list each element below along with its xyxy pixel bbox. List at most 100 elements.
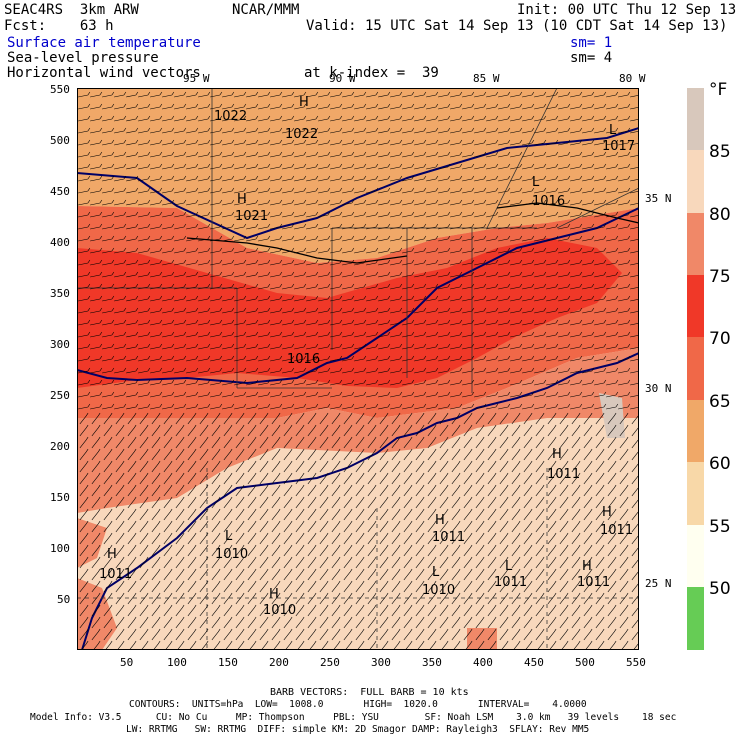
wind-barb xyxy=(354,223,367,230)
wind-barb xyxy=(618,367,631,374)
wind-barb xyxy=(259,412,269,425)
wind-barb xyxy=(91,556,101,569)
wind-barb xyxy=(330,211,343,218)
wind-barb xyxy=(354,115,367,122)
wind-barb xyxy=(378,175,391,182)
wind-barb xyxy=(571,616,581,629)
wind-barb xyxy=(198,367,211,374)
wind-barb xyxy=(318,91,331,98)
wind-barb xyxy=(558,331,571,338)
wind-barb xyxy=(198,271,211,278)
wind-barb xyxy=(462,295,475,302)
wind-barb xyxy=(487,544,497,557)
wind-barb xyxy=(259,472,269,485)
lat-label: 25 N xyxy=(645,577,672,590)
wind-barb xyxy=(559,628,569,641)
wind-barb xyxy=(523,436,533,449)
wind-barb xyxy=(402,235,415,242)
wind-barb xyxy=(234,367,247,374)
wind-barb xyxy=(258,199,271,206)
wind-barb xyxy=(486,151,499,158)
wind-barb xyxy=(331,604,341,617)
wind-barb xyxy=(630,382,639,386)
wind-barb xyxy=(318,115,331,122)
wind-barb xyxy=(354,175,367,182)
temp-band-south-patch xyxy=(467,628,497,650)
wind-barb xyxy=(438,163,451,170)
wind-barb xyxy=(138,319,151,326)
wind-barb xyxy=(318,139,331,146)
wind-barb xyxy=(246,127,259,134)
wind-barb xyxy=(523,412,533,425)
wind-barb xyxy=(571,580,581,593)
wind-barb xyxy=(90,403,103,410)
wind-barb xyxy=(126,91,139,98)
wind-barb xyxy=(127,532,137,545)
legend-label: 80 xyxy=(709,205,731,225)
wind-barb xyxy=(175,532,185,545)
wind-barb xyxy=(270,103,283,110)
wind-barb xyxy=(546,103,559,110)
wind-barb xyxy=(307,544,317,557)
wind-barb xyxy=(222,331,235,338)
wind-barb xyxy=(150,259,163,266)
wind-barb xyxy=(630,118,639,122)
wind-barb xyxy=(150,379,163,386)
wind-barb xyxy=(318,163,331,170)
wind-barb xyxy=(487,472,497,485)
wind-barb xyxy=(390,115,403,122)
wind-barb xyxy=(282,127,295,134)
wind-barbs xyxy=(78,91,639,650)
wind-barb xyxy=(366,151,379,158)
wind-barb xyxy=(522,319,535,326)
wind-barb xyxy=(186,175,199,182)
wind-barb xyxy=(366,163,379,170)
wind-barb xyxy=(438,355,451,362)
wind-barb xyxy=(522,127,535,134)
wind-barb xyxy=(79,424,89,437)
wind-barb xyxy=(630,346,639,350)
wind-barb xyxy=(414,247,427,254)
wind-barb xyxy=(427,496,437,509)
wind-barb xyxy=(306,391,319,398)
wind-barb xyxy=(102,271,115,278)
wind-barb xyxy=(415,508,425,521)
wind-barb xyxy=(319,616,329,629)
wind-barb xyxy=(127,460,137,473)
wind-barb xyxy=(163,580,173,593)
wind-barb xyxy=(606,199,619,206)
wind-barb xyxy=(343,568,353,581)
wind-barb xyxy=(534,151,547,158)
wind-barb xyxy=(475,472,485,485)
wind-barb xyxy=(343,472,353,485)
pressure-center-kind: H xyxy=(269,587,279,602)
wind-barb xyxy=(318,103,331,110)
wind-barb xyxy=(295,472,305,485)
wind-barb xyxy=(486,175,499,182)
wind-barb xyxy=(354,199,367,206)
wind-barb xyxy=(487,616,497,629)
wind-barb xyxy=(403,496,413,509)
wind-barb xyxy=(319,604,329,617)
wind-barb xyxy=(403,556,413,569)
wind-barb xyxy=(246,319,259,326)
wind-barb xyxy=(546,187,559,194)
wind-barb xyxy=(559,460,569,473)
wind-barb xyxy=(235,520,245,533)
wind-barb xyxy=(187,412,197,425)
wind-barb xyxy=(354,331,367,338)
wind-barb xyxy=(331,484,341,497)
wind-barb xyxy=(331,508,341,521)
wind-barb xyxy=(211,592,221,605)
wind-barb xyxy=(378,259,391,266)
wind-barb xyxy=(607,616,617,629)
wind-barb xyxy=(475,460,485,473)
wind-barb xyxy=(163,532,173,545)
wind-barb xyxy=(79,520,89,533)
wind-barb xyxy=(390,271,403,278)
wind-barb xyxy=(282,259,295,266)
wind-barb xyxy=(78,175,91,182)
wind-barb xyxy=(342,187,355,194)
wind-barb xyxy=(282,307,295,314)
wind-barb xyxy=(235,628,245,641)
